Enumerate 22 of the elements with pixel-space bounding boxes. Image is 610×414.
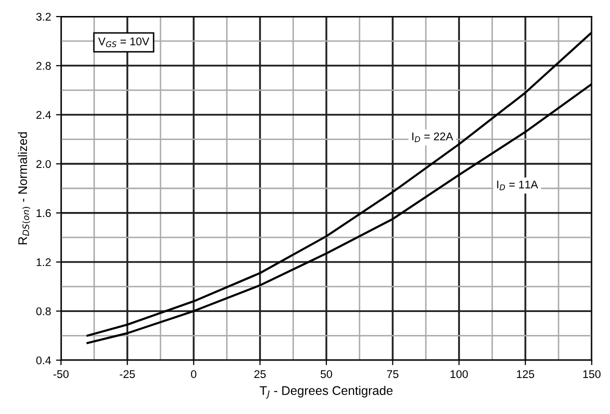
y-tick-label: 2.0: [36, 160, 51, 168]
x-tick-label: 100: [450, 370, 468, 378]
x-tick-label: 50: [320, 370, 332, 378]
x-tick-label: 0: [191, 370, 196, 378]
x-tick-label: 75: [387, 370, 398, 378]
x-tick-label: 150: [583, 370, 601, 378]
y-tick-label: 2.4: [36, 111, 51, 119]
y-axis-title: R$_{DS(on)}$ - Normalized: [18, 132, 30, 244]
x-tick-label: -50: [53, 370, 69, 378]
y-tick-label: 1.2: [36, 258, 51, 266]
y-tick-label: 1.6: [36, 209, 51, 218]
y-tick-label: 0.4: [36, 356, 51, 364]
series-label: I$_{D}$ = 22A: [412, 132, 454, 142]
x-tick-label: -25: [120, 370, 135, 378]
x-tick-label: 125: [516, 370, 534, 378]
text: I$_{D}$ = 11A: [497, 180, 538, 190]
y-tick-label: 0.8: [36, 307, 51, 316]
x-tick-label: 25: [254, 370, 266, 378]
annotation: V$_{GS}$ = 10V: [98, 37, 150, 48]
y-tick-label: 3.2: [36, 12, 51, 21]
y-tick-label: 2.8: [36, 62, 51, 70]
x-axis-title: T$_{J}$ - Degrees Centigrade: [260, 386, 393, 399]
